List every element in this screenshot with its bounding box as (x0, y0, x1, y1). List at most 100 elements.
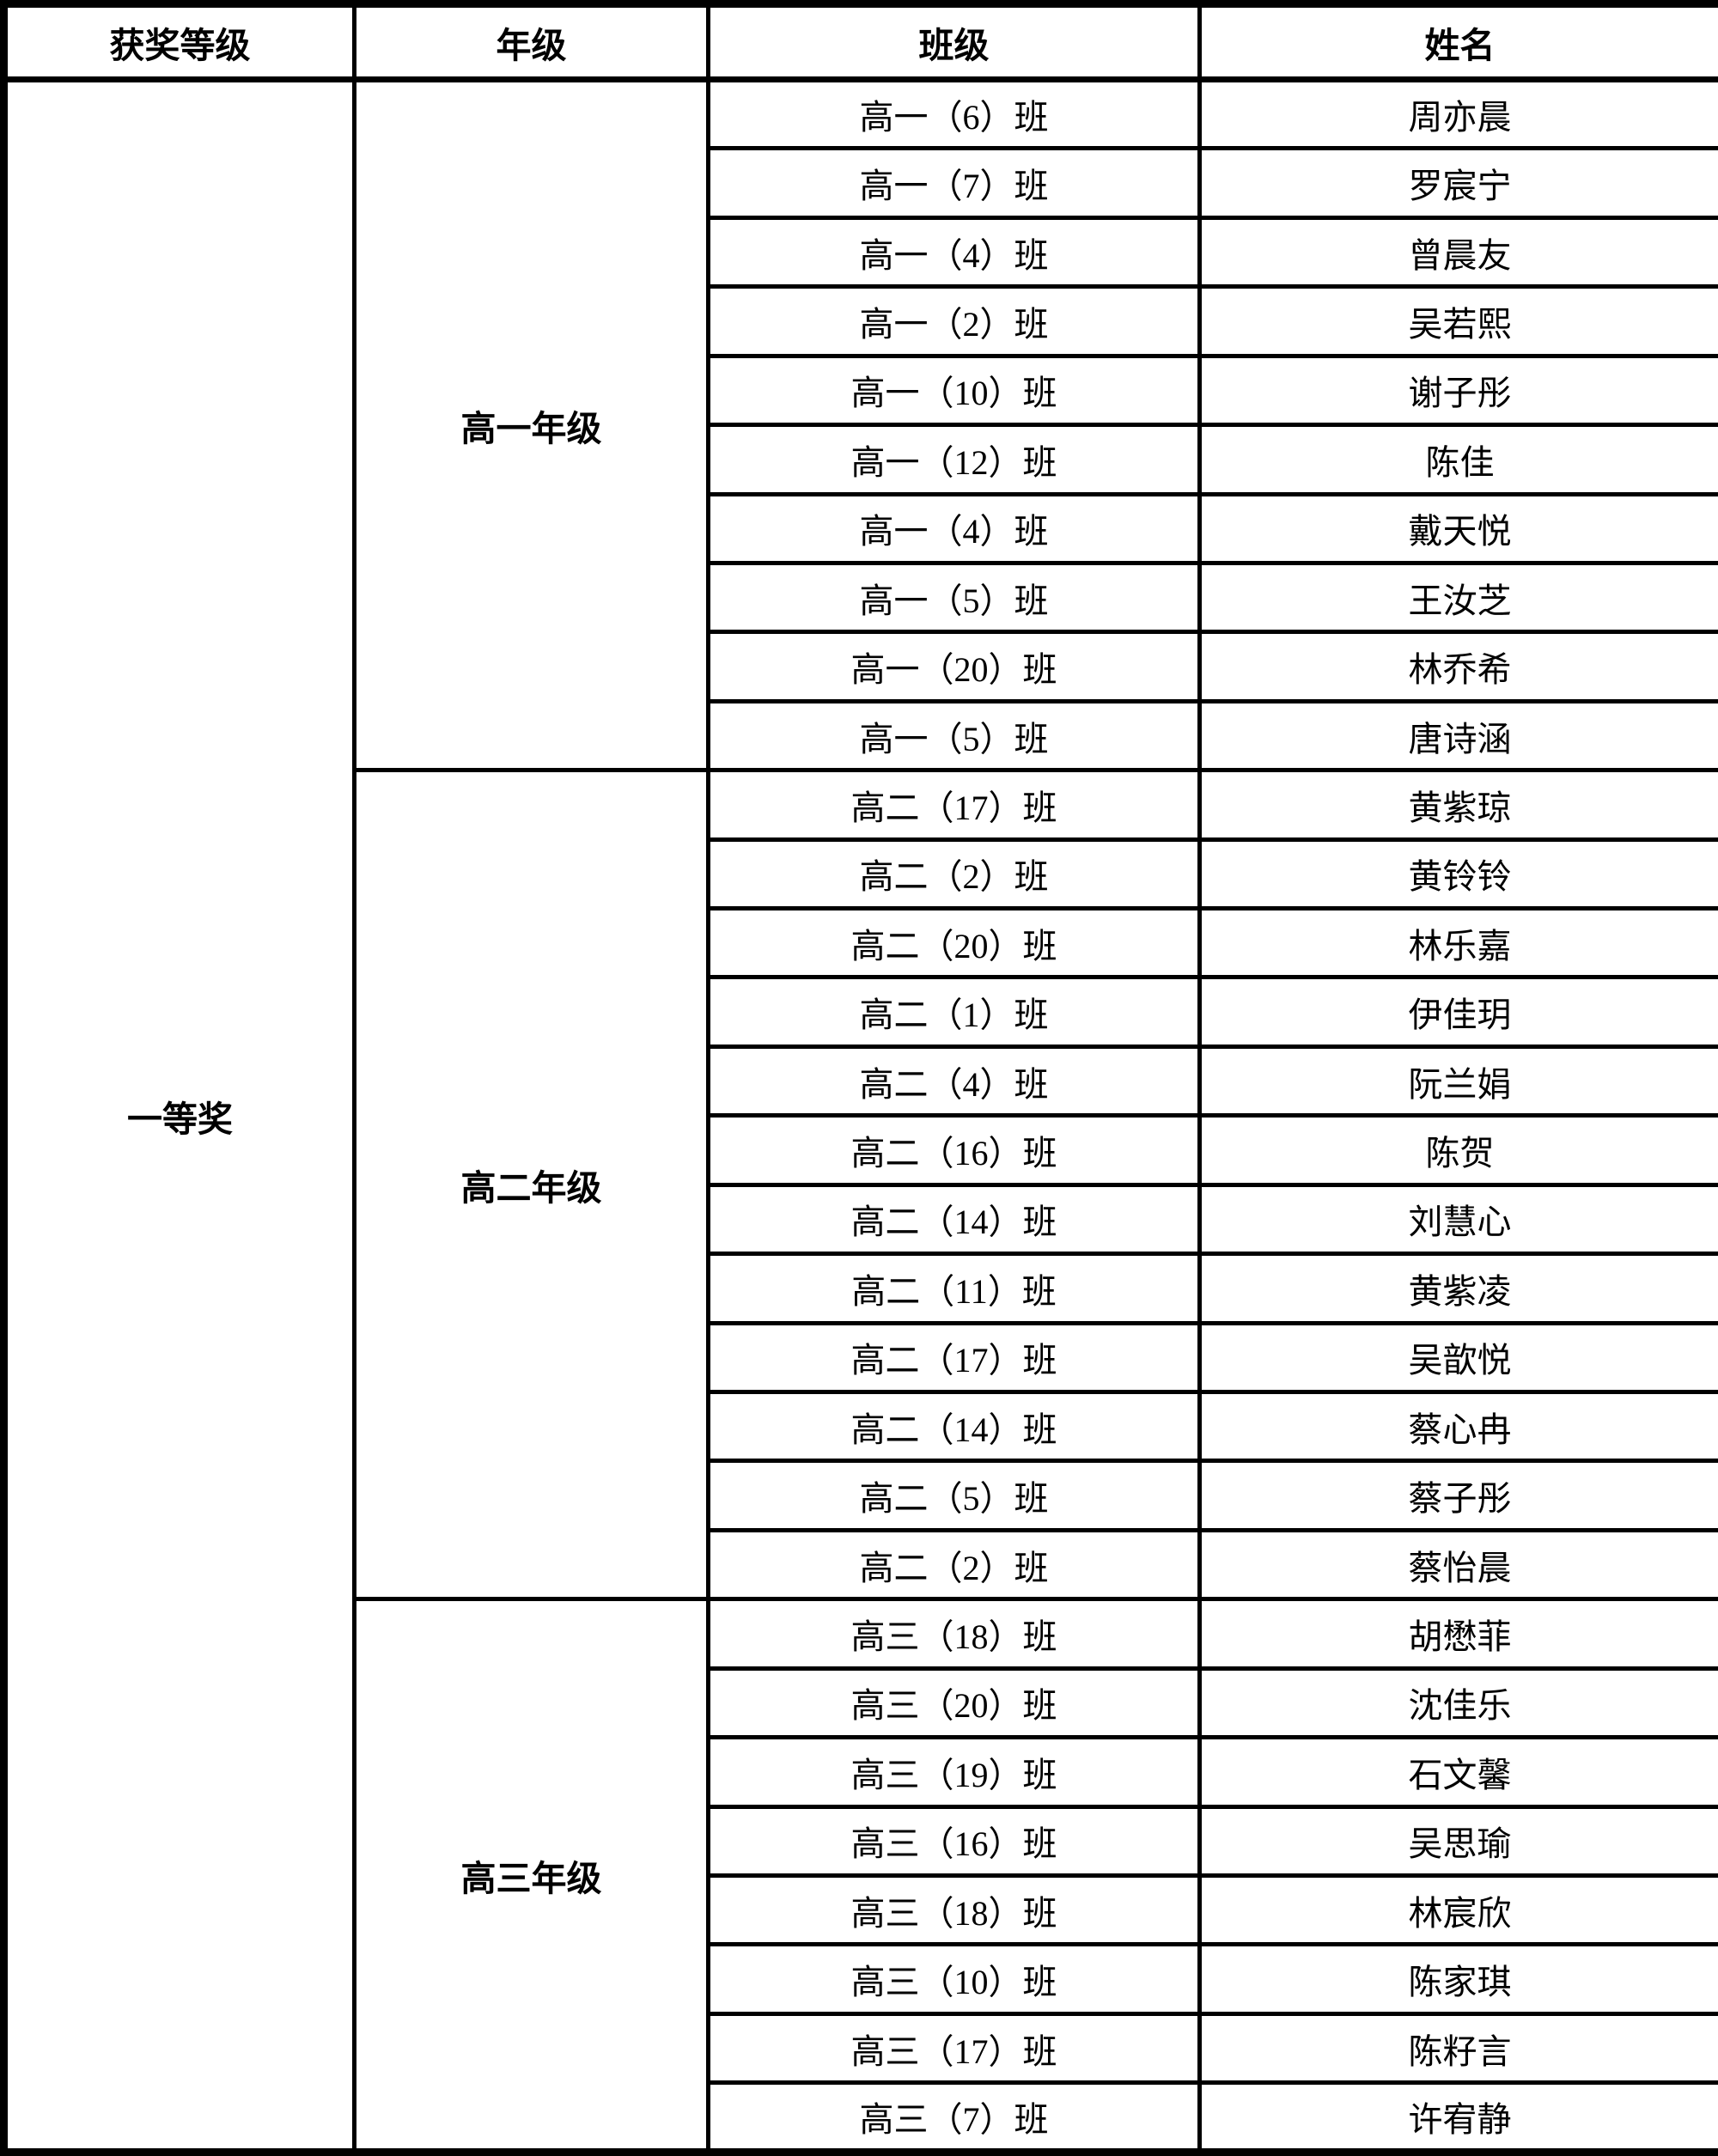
table-row: 高三（7）班 许宥静 (4, 2080, 1718, 2154)
student-name-cell: 罗宸宁 (1197, 146, 1718, 220)
header-row: 获奖等级 年级 班级 姓名 (2, 2, 1718, 82)
student-name-cell: 刘慧心 (1197, 1182, 1718, 1257)
class-cell: 高二（14）班 (706, 1390, 1202, 1464)
class-cell: 高二（14）班 (706, 1182, 1202, 1257)
student-name-cell: 黄紫琼 (1197, 768, 1718, 842)
class-cell: 高二（2）班 (706, 1527, 1202, 1602)
table-row: 高一（2）班 吴若熙 (4, 284, 1718, 358)
table-row: 高一（4）班 曾晨友 (4, 215, 1718, 289)
grade-cell: 高一年级 (352, 76, 710, 773)
table-row: 高二（4）班 阮兰娟 (4, 1044, 1718, 1118)
student-name-cell: 阮兰娟 (1197, 1044, 1718, 1118)
class-cell: 高一（2）班 (706, 284, 1202, 358)
table-row: 高二（2）班 蔡怡晨 (4, 1527, 1718, 1602)
table-row: 高三（17）班 陈籽言 (4, 2011, 1718, 2086)
student-name-cell: 林乐嘉 (1197, 906, 1718, 980)
student-name-cell: 胡懋菲 (1197, 1597, 1718, 1671)
table-row: 高二（11）班 黄紫凌 (4, 1252, 1718, 1325)
header-grade: 年级 (352, 2, 710, 82)
student-name-cell: 石文馨 (1197, 1735, 1718, 1809)
table-row: 高二（14）班 刘慧心 (4, 1182, 1718, 1257)
table-row: 高三年级 高三（18）班 胡懋菲 (4, 1597, 1718, 2154)
student-name-cell: 蔡怡晨 (1197, 1527, 1718, 1602)
class-cell: 高二（16）班 (706, 1113, 1202, 1187)
header-class: 班级 (706, 2, 1202, 82)
table-row: 高二（5）班 蔡子彤 (4, 1459, 1718, 1532)
table-row: 高一（5）班 王汝芝 (4, 560, 1718, 635)
table-row: 高二（17）班 吴歆悦 (4, 1320, 1718, 1395)
header-name: 姓名 (1197, 2, 1718, 82)
student-name-cell: 吴若熙 (1197, 284, 1718, 358)
table-row: 高一（20）班 林乔希 (4, 630, 1718, 703)
table-row: 高三（20）班 沈佳乐 (4, 1666, 1718, 1740)
student-name-cell: 吴歆悦 (1197, 1320, 1718, 1395)
table-row: 高三（10）班 陈家琪 (4, 1942, 1718, 2016)
student-name-cell: 陈贺 (1197, 1113, 1718, 1187)
class-cell: 高一（12）班 (706, 423, 1202, 496)
student-name-cell: 黄铃铃 (1197, 837, 1718, 911)
table-row: 高二（2）班 黄铃铃 (4, 837, 1718, 911)
student-name-cell: 唐诗涵 (1197, 698, 1718, 773)
class-cell: 高一（10）班 (706, 353, 1202, 428)
grade-cell: 高三年级 (352, 1597, 710, 2154)
award-level-cell: 一等奖 (2, 77, 356, 2154)
class-cell: 高二（17）班 (706, 1320, 1202, 1395)
class-cell: 高一（20）班 (706, 630, 1202, 703)
class-cell: 高一（4）班 (706, 491, 1202, 565)
class-cell: 高一（6）班 (706, 76, 1202, 151)
class-cell: 高三（18）班 (706, 1597, 1202, 1671)
class-cell: 高三（18）班 (706, 1873, 1202, 1947)
table-row: 高一（10）班 谢子彤 (4, 353, 1718, 428)
student-name-cell: 陈佳 (1197, 423, 1718, 496)
class-cell: 高一（5）班 (706, 698, 1202, 773)
student-name-cell: 吴思瑜 (1197, 1804, 1718, 1878)
student-name-cell: 陈籽言 (1197, 2011, 1718, 2086)
class-cell: 高二（11）班 (706, 1252, 1202, 1325)
class-cell: 高三（7）班 (706, 2080, 1202, 2154)
grade-cell: 高二年级 (352, 768, 710, 1602)
student-name-cell: 伊佳玥 (1197, 975, 1718, 1049)
table-row: 高三（18）班 林宸欣 (4, 1873, 1718, 1947)
student-name-cell: 沈佳乐 (1197, 1666, 1718, 1740)
student-name-cell: 许宥静 (1197, 2080, 1718, 2154)
class-cell: 高二（2）班 (706, 837, 1202, 911)
class-cell: 高一（7）班 (706, 146, 1202, 220)
student-name-cell: 林乔希 (1197, 630, 1718, 703)
table-row: 高一（12）班 陈佳 (4, 423, 1718, 496)
class-cell: 高三（20）班 (706, 1666, 1202, 1740)
table-row: 高二年级 高二（17）班 黄紫琼 (4, 768, 1718, 1602)
student-name-cell: 蔡子彤 (1197, 1459, 1718, 1532)
class-cell: 高二（4）班 (706, 1044, 1202, 1118)
table-row: 高二（14）班 蔡心冉 (4, 1390, 1718, 1464)
class-cell: 高二（17）班 (706, 768, 1202, 842)
class-cell: 高一（5）班 (706, 560, 1202, 635)
class-cell: 高三（17）班 (706, 2011, 1202, 2086)
class-cell: 高三（16）班 (706, 1804, 1202, 1878)
student-name-cell: 王汝芝 (1197, 560, 1718, 635)
table-row: 高一（5）班 唐诗涵 (4, 698, 1718, 773)
student-name-cell: 陈家琪 (1197, 1942, 1718, 2016)
class-cell: 高二（5）班 (706, 1459, 1202, 1532)
student-name-cell: 谢子彤 (1197, 353, 1718, 428)
class-cell: 高三（19）班 (706, 1735, 1202, 1809)
header-award-level: 获奖等级 (2, 2, 356, 82)
table-row: 高一（7）班 罗宸宁 (4, 146, 1718, 220)
table-row: 高二（16）班 陈贺 (4, 1113, 1718, 1187)
class-cell: 高二（1）班 (706, 975, 1202, 1049)
student-name-cell: 戴天悦 (1197, 491, 1718, 565)
class-cell: 高一（4）班 (706, 215, 1202, 289)
student-name-cell: 林宸欣 (1197, 1873, 1718, 1947)
table-row: 高三（19）班 石文馨 (4, 1735, 1718, 1809)
table-row: 高二（1）班 伊佳玥 (4, 975, 1718, 1049)
table-row: 高三（16）班 吴思瑜 (4, 1804, 1718, 1878)
class-cell: 高二（20）班 (706, 906, 1202, 980)
student-name-cell: 曾晨友 (1197, 215, 1718, 289)
table-row: 一等奖 高一年级 高一（6）班 周亦晨 (2, 76, 1718, 2154)
student-name-cell: 黄紫凌 (1197, 1252, 1718, 1325)
student-name-cell: 蔡心冉 (1197, 1390, 1718, 1464)
class-cell: 高三（10）班 (706, 1942, 1202, 2016)
student-name-cell: 周亦晨 (1197, 76, 1718, 151)
table-row: 高一（4）班 戴天悦 (4, 491, 1718, 565)
table-row: 高二（20）班 林乐嘉 (4, 906, 1718, 980)
